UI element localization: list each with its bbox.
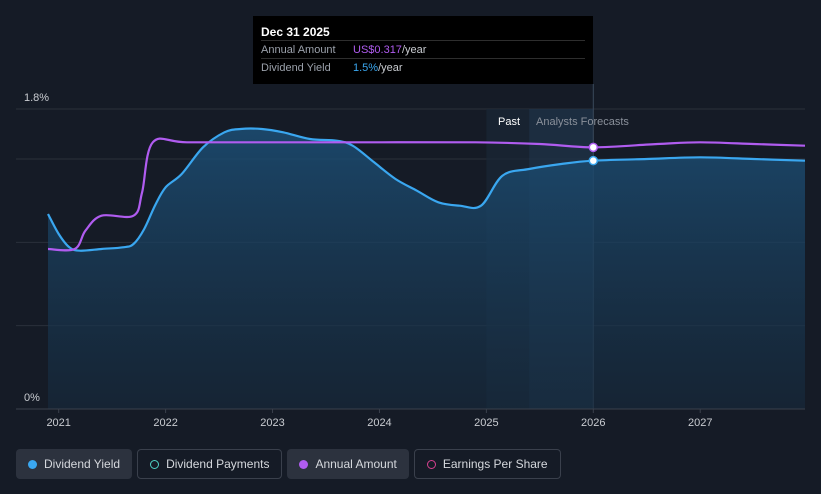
legend-label: Annual Amount xyxy=(315,457,397,471)
annual-amount-marker xyxy=(588,142,599,153)
x-tick-label: 2025 xyxy=(474,417,498,429)
x-tick-label: 2024 xyxy=(367,417,391,429)
hollow-dot-icon xyxy=(426,459,436,469)
markers xyxy=(588,142,599,166)
x-tick-label: 2023 xyxy=(260,417,284,429)
legend-annual-amount[interactable]: Annual Amount xyxy=(287,449,409,479)
axes: 1.8% 0% 2021 2022 2023 2024 2025 2026 2027 xyxy=(16,92,805,429)
tooltip-row-dividend-yield: Dividend Yield 1.5% /year xyxy=(261,58,585,76)
tooltip-value: US$0.317 xyxy=(353,43,402,56)
y-tick-label: 0% xyxy=(24,392,40,404)
forecast-region-label: Analysts Forecasts xyxy=(536,116,629,128)
hollow-dot-icon xyxy=(150,459,160,469)
legend-label: Earnings Per Share xyxy=(442,457,548,471)
x-tick-label: 2027 xyxy=(688,417,712,429)
legend-dividend-yield[interactable]: Dividend Yield xyxy=(16,449,133,479)
legend-label: Dividend Yield xyxy=(44,457,121,471)
legend-label: Dividend Payments xyxy=(166,457,270,471)
annual-amount-line xyxy=(47,137,806,252)
series-lines xyxy=(47,127,806,252)
tooltip-row-annual-amount: Annual Amount US$0.317 /year xyxy=(261,40,585,58)
filled-dot-icon xyxy=(28,459,37,469)
filled-dot-icon xyxy=(299,459,309,469)
tooltip-unit: /year xyxy=(401,43,427,56)
tooltip-value: 1.5% xyxy=(353,61,379,74)
legend-earnings-per-share[interactable]: Earnings Per Share xyxy=(413,449,561,479)
legend-dividend-payments[interactable]: Dividend Payments xyxy=(137,449,283,479)
tooltip: Dec 31 2025 Annual Amount US$0.317 /year… xyxy=(253,16,593,84)
tooltip-unit: /year xyxy=(378,61,403,74)
dividend-yield-area xyxy=(48,128,805,409)
x-tick-label: 2021 xyxy=(46,417,70,429)
tooltip-date: Dec 31 2025 xyxy=(261,25,330,39)
tooltip-label: Dividend Yield xyxy=(261,61,331,74)
x-tick-label: 2022 xyxy=(153,417,177,429)
legend: Dividend Yield Dividend Payments Annual … xyxy=(16,449,561,479)
past-region-label: Past xyxy=(498,116,520,128)
y-tick-label: 1.8% xyxy=(24,92,49,104)
tooltip-label: Annual Amount xyxy=(261,43,336,56)
x-tick-label: 2026 xyxy=(581,417,605,429)
dividend-yield-marker xyxy=(588,155,599,166)
dividend-yield-line xyxy=(47,127,806,252)
yield-area xyxy=(48,128,805,409)
